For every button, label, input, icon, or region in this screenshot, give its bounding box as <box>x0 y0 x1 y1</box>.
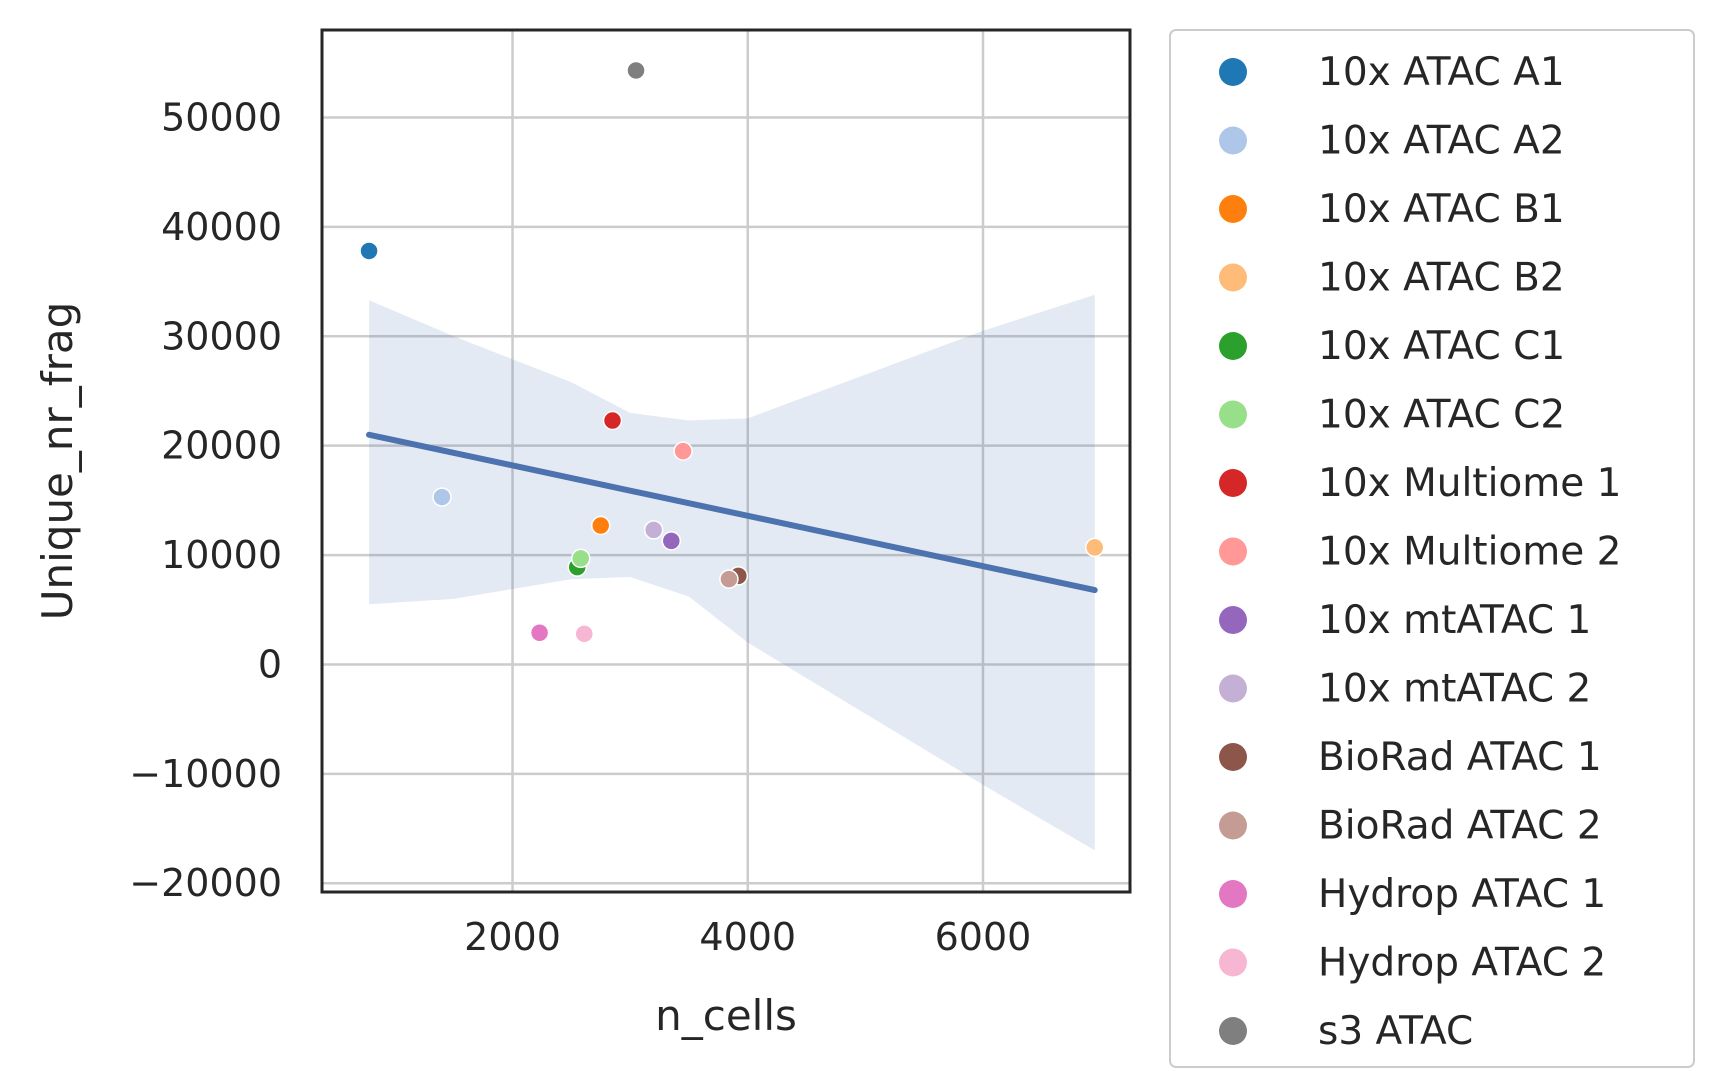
y-tick-label: 50000 <box>161 96 282 140</box>
legend-label: 10x ATAC B1 <box>1318 187 1565 232</box>
y-tick-labels: −20000 −10000 0 10000 20000 30000 40000 50000 <box>129 96 282 906</box>
legend-label: 10x ATAC A1 <box>1318 50 1565 95</box>
regression-line <box>366 431 1098 594</box>
legend-entry: 10x mtATAC 2 <box>1219 667 1591 712</box>
legend-entry: BioRad ATAC 2 <box>1219 804 1602 849</box>
legend-marker <box>1219 126 1247 155</box>
legend-marker <box>1219 400 1247 429</box>
plot-frame <box>320 28 1132 894</box>
data-points <box>359 60 1105 644</box>
x-axis-label: n_cells <box>655 991 797 1040</box>
legend-label: 10x ATAC B2 <box>1318 256 1565 301</box>
legend-entry: 10x ATAC B1 <box>1219 187 1565 232</box>
data-point <box>673 441 693 461</box>
legend-marker <box>1219 811 1247 840</box>
legend-entry: Hydrop ATAC 1 <box>1219 872 1606 917</box>
data-point <box>574 624 595 644</box>
legend-marker <box>1219 606 1247 634</box>
x-tick-label: 2000 <box>464 915 561 959</box>
x-tick-label: 4000 <box>699 915 796 959</box>
legend-label: 10x ATAC C2 <box>1318 393 1565 438</box>
y-tick-label: 20000 <box>161 424 282 468</box>
y-tick-label: 0 <box>258 642 282 686</box>
legend-entry: BioRad ATAC 1 <box>1219 735 1602 780</box>
legend-label: 10x Multiome 1 <box>1318 461 1622 506</box>
legend-box <box>1169 29 1695 1068</box>
legend-label: 10x mtATAC 2 <box>1318 667 1591 712</box>
data-point <box>626 60 646 81</box>
legend-marker <box>1219 537 1247 566</box>
legend-label: s3 ATAC <box>1318 1009 1473 1054</box>
legend-entry: 10x ATAC C1 <box>1219 324 1565 369</box>
legend-entry: s3 ATAC <box>1219 1009 1473 1054</box>
y-tick-label: 40000 <box>161 205 282 249</box>
data-point <box>570 548 591 569</box>
y-tick-label: 30000 <box>161 314 282 358</box>
data-point <box>719 569 739 589</box>
legend-entry: 10x ATAC A1 <box>1219 50 1565 95</box>
legend-entry: 10x Multiome 2 <box>1219 530 1622 575</box>
x-tick-label: 6000 <box>935 915 1032 959</box>
y-tick-label: 10000 <box>161 533 282 577</box>
data-point <box>432 487 452 507</box>
legend-label: 10x mtATAC 1 <box>1318 598 1591 643</box>
legend-entry: 10x ATAC B2 <box>1219 256 1565 301</box>
legend-marker <box>1219 263 1247 292</box>
data-point <box>529 622 550 643</box>
data-point <box>661 531 682 551</box>
legend-entry: Hydrop ATAC 2 <box>1219 941 1606 986</box>
legend-marker <box>1219 332 1247 360</box>
legend-marker <box>1219 674 1247 703</box>
legend-label: Hydrop ATAC 1 <box>1318 872 1606 917</box>
legend-marker <box>1219 948 1247 977</box>
data-point <box>643 520 664 540</box>
legend-marker <box>1219 469 1247 497</box>
legend-label: 10x ATAC C1 <box>1318 324 1565 369</box>
y-tick-label: −10000 <box>129 752 282 796</box>
legend: 10x ATAC A1 10x ATAC A2 10x ATAC B1 10x ATA… <box>1219 50 1622 1054</box>
x-tick-labels: 2000 4000 6000 <box>464 915 1031 959</box>
legend-marker <box>1219 880 1247 908</box>
regression-line-layer <box>366 431 1098 594</box>
legend-label: 10x ATAC A2 <box>1318 119 1565 164</box>
legend-entry: 10x ATAC C2 <box>1219 393 1565 438</box>
legend-label: BioRad ATAC 1 <box>1318 735 1602 780</box>
data-point <box>590 515 611 536</box>
data-point <box>1084 537 1105 558</box>
y-axis-label: Unique_nr_frag <box>33 302 82 621</box>
data-point <box>602 410 623 431</box>
grid-lines <box>322 30 1130 892</box>
legend-label: BioRad ATAC 2 <box>1318 804 1602 849</box>
data-point <box>359 241 379 261</box>
legend-marker <box>1219 58 1247 86</box>
legend-marker <box>1219 743 1247 771</box>
legend-marker <box>1219 1017 1247 1045</box>
legend-marker <box>1219 195 1247 223</box>
legend-entry: 10x mtATAC 1 <box>1219 598 1591 643</box>
legend-label: Hydrop ATAC 2 <box>1318 941 1606 986</box>
y-tick-label: −20000 <box>129 861 282 905</box>
legend-label: 10x Multiome 2 <box>1318 530 1622 575</box>
legend-entry: 10x ATAC A2 <box>1219 119 1565 164</box>
legend-entry: 10x Multiome 1 <box>1219 461 1622 506</box>
